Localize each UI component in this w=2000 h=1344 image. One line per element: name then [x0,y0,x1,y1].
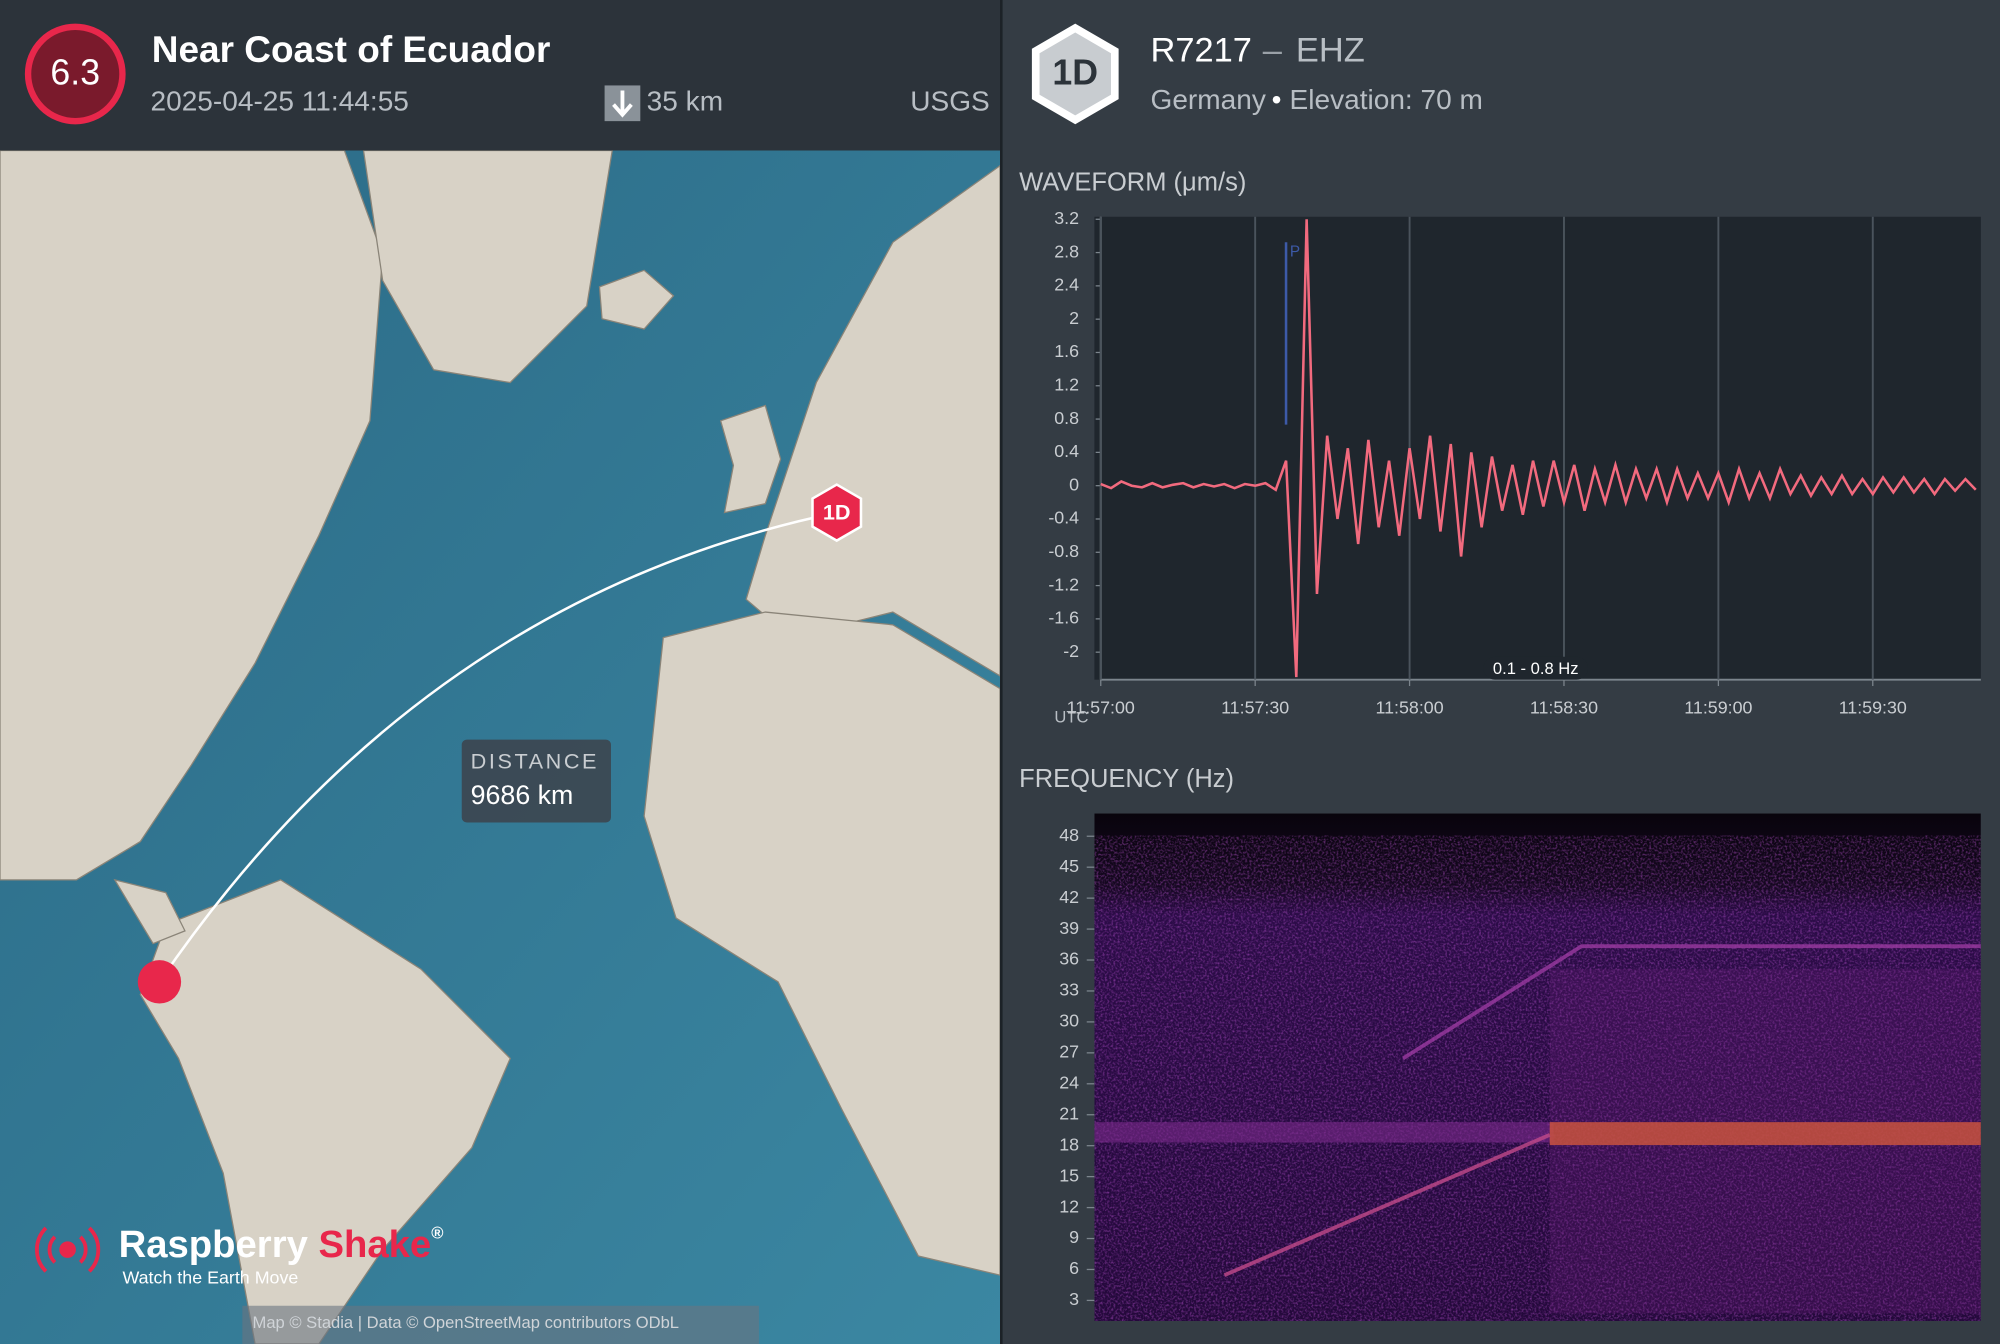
magnitude: 6.3 [50,53,100,93]
land [0,150,1000,1344]
y-tick-label: 21 [1059,1103,1079,1123]
bullet: • [1272,84,1282,115]
y-tick-label: 3 [1069,1289,1079,1309]
x-tick-label: 11:59:30 [1839,698,1907,718]
phase-label: P [1290,244,1300,261]
registered: ® [431,1224,443,1243]
magnitude-badge [24,23,126,125]
y-tick-label: 9 [1069,1227,1079,1247]
y-tick-label: 0.8 [1054,408,1079,428]
event-title: Near Coast of Ecuador [152,29,551,70]
event-time: 2025-04-25 11:44:55 [151,86,409,117]
spectrogram-image [1094,813,1981,1322]
y-tick-label: -2 [1063,641,1079,661]
x-tick-label: 11:58:30 [1530,698,1598,718]
channel: EHZ [1296,31,1365,69]
event-header [0,0,1000,151]
y-tick-label: -0.4 [1048,508,1079,528]
tagline: Watch the Earth Move [122,1268,298,1288]
station-code: R7217 [1151,31,1252,69]
waveform-plot [1094,216,1981,680]
map[interactable]: 1D DISTANCE 9686 km Raspberry Shake® Wat… [0,150,1000,1344]
waveform-chart: 3.2 2.8 2.4 2 1.6 1.2 0.8 0.4 0 -0.4 -0.8 -1.2 -1.6 -… [1048,208,1981,718]
y-tick-label: 1.2 [1054,374,1079,394]
y-tick-label: 0 [1069,474,1079,494]
y-tick-label: -1.6 [1048,608,1079,628]
spectrogram-axis: 48 45 42 39 36 33 30 27 24 21 18 15 12 9 6 3 [1059,825,1095,1309]
logo-icon [35,1226,101,1273]
attribution-bar [242,1305,759,1344]
epicenter-marker[interactable] [137,960,182,1004]
y-tick-label: 30 [1059,1011,1079,1031]
filter-badge [1483,656,1589,680]
y-tick-label: -0.8 [1048,541,1079,561]
x-tick-label: 11:59:00 [1684,698,1752,718]
x-axis-label: UTC [1054,707,1088,726]
y-tick-label: 42 [1059,887,1079,907]
spectrogram-title: FREQUENCY (Hz) [1019,765,1234,793]
waveform-title: WAVEFORM (μm/s) [1019,168,1246,196]
y-tick-label: 36 [1059,949,1079,969]
x-tick-label: 11:57:00 [1067,698,1135,718]
y-tick-label: 39 [1059,918,1079,938]
y-tick-label: 48 [1059,825,1079,845]
distance-arc [158,511,837,983]
depth-arrow [612,90,633,118]
distance-box [461,739,611,823]
divider [1000,0,1003,1344]
separator: – [1263,31,1283,69]
station-badge [1031,23,1119,125]
y-tick-label: 15 [1059,1165,1079,1185]
y-tick-label: 33 [1059,980,1079,1000]
station-title: R7217– EHZ [1151,31,1365,69]
y-tick-label: 2.4 [1054,275,1079,295]
y-tick-label: 3.2 [1054,208,1079,228]
waveform-line [1100,219,1977,678]
station-marker[interactable] [811,483,863,543]
distance-label: DISTANCE [471,748,599,773]
y-tick-label: 1.6 [1054,341,1079,361]
y-tick-label: 45 [1059,856,1079,876]
y-tick-label: 24 [1059,1073,1079,1093]
y-tick-label: 18 [1059,1134,1079,1154]
brand-accent: Shake [319,1223,432,1266]
y-tick-label: -1.2 [1048,574,1079,594]
station-location: Germany [1151,84,1266,115]
x-tick-label: 11:58:00 [1375,698,1443,718]
station-elevation: Elevation: 70 m [1290,84,1483,115]
brand: Raspberry Shake® [119,1223,444,1266]
filter-label: 0.1 - 0.8 Hz [1493,659,1579,678]
y-tick-label: 27 [1059,1042,1079,1062]
event-depth: 35 km [647,86,723,117]
station-badge-label: 1D [1052,53,1098,93]
y-tick-label: 2 [1069,308,1079,328]
y-tick-label: 12 [1059,1196,1079,1216]
event-source: USGS [910,86,990,117]
attribution[interactable]: Map © Stadia | Data © OpenStreetMap cont… [253,1313,679,1332]
station-info: Germany • Elevation: 70 m [1151,84,1483,115]
y-tick-label: 6 [1069,1258,1079,1278]
x-tick-label: 11:57:30 [1221,698,1289,718]
y-tick-label: 2.8 [1054,241,1079,261]
distance-value: 9686 km [471,780,574,810]
y-tick-label: 0.4 [1054,441,1079,461]
brand-name: Raspberry [119,1223,309,1266]
station-marker-label: 1D [823,500,851,525]
